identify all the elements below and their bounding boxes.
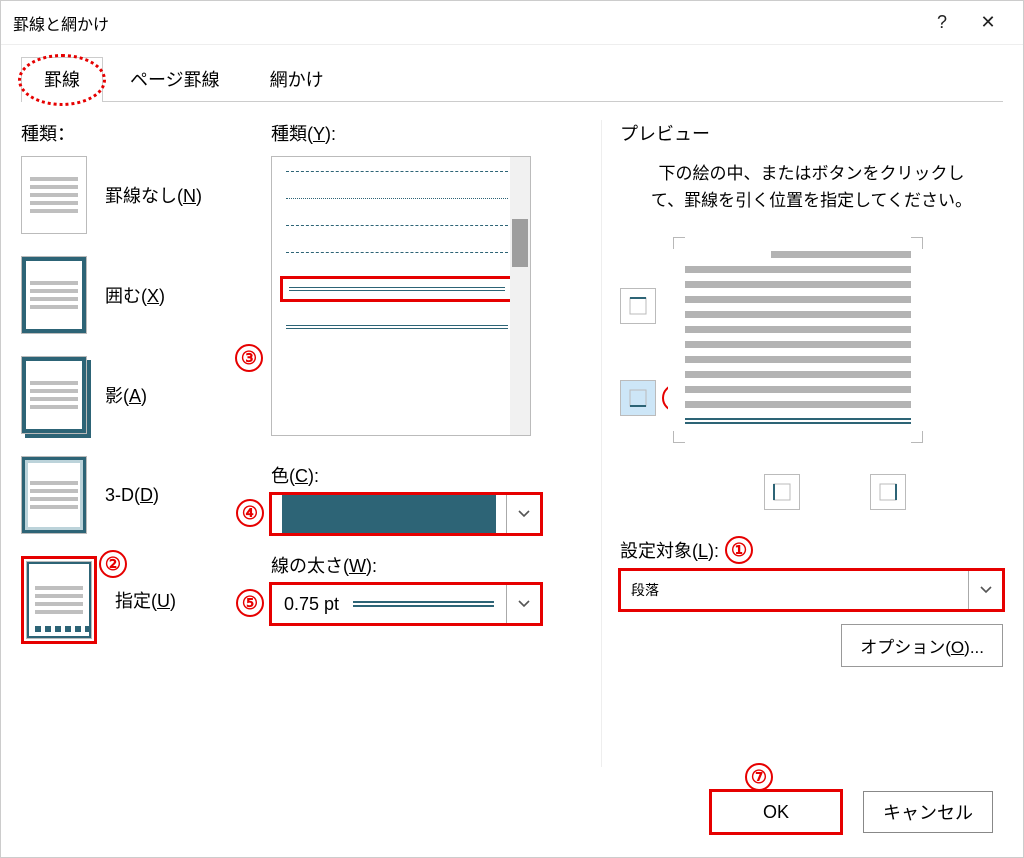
width-combo[interactable]: 0.75 pt ⑤: [271, 584, 541, 624]
style-heading: 種類(Y):: [271, 120, 571, 146]
help-button[interactable]: ?: [919, 12, 965, 33]
preview-paragraph: [685, 251, 911, 408]
apply-to-combo[interactable]: 段落: [620, 570, 1003, 610]
tab-label: 罫線: [44, 70, 80, 90]
preview-bottom-border: [685, 418, 911, 424]
tab-label: ページ罫線: [130, 70, 220, 90]
style-option-selected[interactable]: [280, 276, 514, 302]
callout-3: ③: [235, 344, 263, 372]
dialog-footer: ⑦ OK キャンセル: [1, 777, 1023, 857]
setting-shadow-label: 影(A): [105, 382, 147, 408]
setting-none-thumb: [21, 156, 87, 234]
close-button[interactable]: ✕: [965, 12, 1011, 33]
dialog-title: 罫線と網かけ: [13, 11, 109, 35]
chevron-down-icon: [506, 585, 540, 623]
style-option[interactable]: [286, 171, 508, 172]
settings-heading: 種類：: [21, 120, 241, 146]
tab-page-border[interactable]: ページ罫線: [107, 57, 243, 102]
tab-label: 網かけ: [270, 70, 324, 90]
style-scrollbar[interactable]: [510, 157, 530, 435]
titlebar: 罫線と網かけ ? ✕: [1, 1, 1023, 45]
scroll-thumb[interactable]: [512, 219, 528, 267]
dialog-body: 種類： 罫線なし(N) 囲む(X) 影(A): [1, 102, 1023, 777]
style-column: 種類(Y): ③ 色(C): ④: [271, 120, 571, 767]
settings-column: 種類： 罫線なし(N) 囲む(X) 影(A): [21, 120, 241, 767]
setting-custom-label: 指定(U): [115, 587, 176, 613]
callout-1: ①: [725, 536, 753, 564]
tab-borders[interactable]: 罫線: [21, 57, 103, 102]
setting-custom[interactable]: ② 指定(U): [21, 556, 241, 644]
color-swatch: [282, 495, 496, 533]
line-style-list[interactable]: [271, 156, 531, 436]
setting-none-label: 罫線なし(N): [105, 182, 202, 208]
apply-to-value: 段落: [631, 580, 659, 600]
callout-5: ⑤: [236, 589, 264, 617]
border-right-button[interactable]: [870, 474, 906, 510]
setting-none[interactable]: 罫線なし(N): [21, 156, 241, 234]
color-label: 色(C):: [271, 462, 571, 488]
preview-column: プレビュー 下の絵の中、またはボタンをクリックして、罫線を引く位置を指定してくだ…: [601, 120, 1003, 767]
preview-hint: 下の絵の中、またはボタンをクリックして、罫線を引く位置を指定してください。: [650, 160, 973, 214]
tab-shading[interactable]: 網かけ: [247, 57, 347, 102]
width-label: 線の太さ(W):: [271, 552, 571, 578]
setting-box-thumb: [21, 256, 87, 334]
setting-box[interactable]: 囲む(X): [21, 256, 241, 334]
setting-shadow[interactable]: 影(A): [21, 356, 241, 434]
setting-3d-label: 3-D(D): [105, 485, 159, 506]
chevron-down-icon: [506, 495, 540, 533]
setting-3d-thumb: [21, 456, 87, 534]
setting-3d[interactable]: 3-D(D): [21, 456, 241, 534]
callout-2: ②: [99, 550, 127, 578]
ok-button[interactable]: OK: [711, 791, 841, 833]
style-option[interactable]: [286, 252, 508, 253]
callout-4: ④: [236, 499, 264, 527]
style-option[interactable]: [286, 225, 508, 226]
color-combo[interactable]: ④: [271, 494, 541, 534]
chevron-down-icon: [968, 571, 1002, 609]
borders-shading-dialog: 罫線と網かけ ? ✕ 罫線 ページ罫線 網かけ 種類： 罫線なし(N): [0, 0, 1024, 858]
setting-custom-thumb: [26, 561, 92, 639]
width-value: 0.75 pt: [284, 594, 339, 615]
preview-heading: プレビュー: [620, 120, 1003, 146]
style-option[interactable]: [286, 325, 508, 329]
width-sample: [353, 601, 494, 607]
cancel-button[interactable]: キャンセル: [863, 791, 993, 833]
setting-shadow-thumb: [21, 356, 87, 434]
border-bottom-button[interactable]: [620, 380, 656, 416]
callout-7: ⑦: [745, 763, 773, 791]
border-top-button[interactable]: [620, 288, 656, 324]
style-option[interactable]: [286, 198, 508, 199]
apply-to-label: 設定対象(L):: [620, 537, 719, 563]
border-left-button[interactable]: [764, 474, 800, 510]
options-button[interactable]: オプション(O)...: [841, 624, 1003, 667]
tab-strip: 罫線 ページ罫線 網かけ: [1, 45, 1023, 102]
preview-canvas[interactable]: [668, 232, 928, 448]
setting-box-label: 囲む(X): [105, 282, 165, 308]
